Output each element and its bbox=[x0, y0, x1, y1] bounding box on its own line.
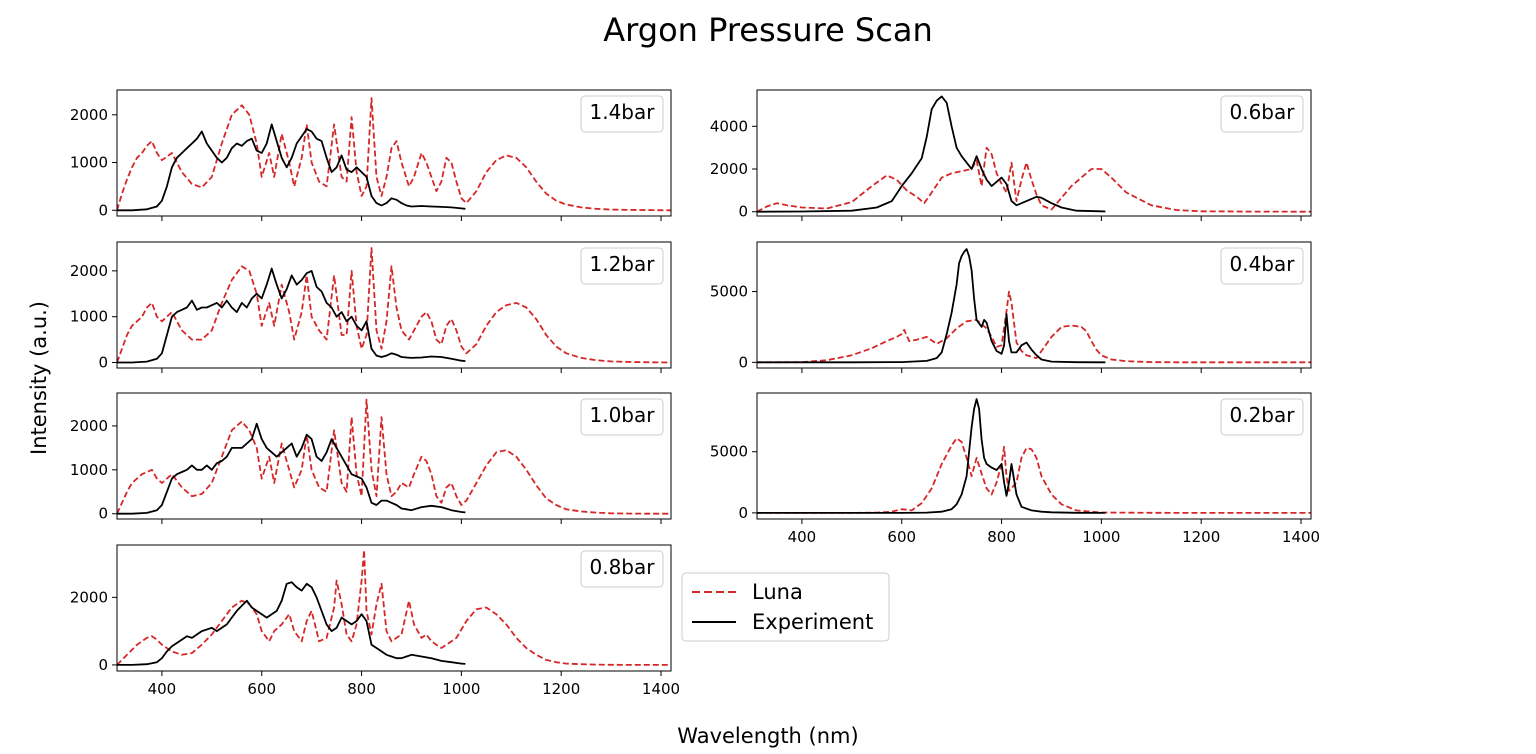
y-tick-label: 1000 bbox=[70, 308, 108, 326]
panel-label-box bbox=[1220, 247, 1304, 285]
plot-area bbox=[117, 393, 671, 519]
x-tick-label: 800 bbox=[347, 680, 376, 698]
y-axis-label: Intensity (a.u.) bbox=[27, 301, 51, 455]
axes-frame bbox=[116, 544, 672, 672]
panel-label-box bbox=[1220, 398, 1304, 436]
series-line-experiment bbox=[117, 123, 466, 212]
plot-area bbox=[117, 242, 671, 368]
axes-frame bbox=[756, 89, 1312, 217]
x-tick-label: 800 bbox=[987, 528, 1016, 546]
y-tick-label: 5000 bbox=[710, 283, 748, 301]
panel-label-box bbox=[580, 95, 664, 133]
x-tick-label: 400 bbox=[148, 680, 177, 698]
y-tick-label: 2000 bbox=[70, 588, 108, 606]
series-group bbox=[117, 247, 671, 364]
series-line-luna bbox=[117, 549, 671, 666]
series-line-experiment bbox=[117, 422, 466, 515]
series-group bbox=[117, 97, 671, 212]
figure-title: Argon Pressure Scan bbox=[603, 11, 932, 49]
series-group bbox=[757, 398, 1311, 514]
panel-label-box bbox=[1220, 95, 1304, 133]
series-group bbox=[117, 398, 671, 515]
panel-label: 0.4bar bbox=[1230, 252, 1296, 276]
axes-frame bbox=[116, 392, 672, 520]
series-line-experiment bbox=[757, 248, 1106, 364]
series-line-luna bbox=[757, 437, 1311, 514]
plot-area bbox=[757, 393, 1311, 519]
panel-label-box bbox=[580, 550, 664, 588]
x-tick-label: 1400 bbox=[1282, 528, 1320, 546]
subplot-0.8bar: 0 2000 400 600 800 1000 1200 1400 0.8bar bbox=[70, 544, 680, 698]
subplot-0.6bar: 0 2000 4000 0.6bar bbox=[710, 89, 1312, 221]
chart-legend: Luna Experiment bbox=[681, 572, 890, 642]
panel-label: 1.2bar bbox=[590, 252, 656, 276]
panel-label: 1.0bar bbox=[590, 403, 656, 427]
x-tick-label: 1200 bbox=[542, 680, 580, 698]
panel-label-box bbox=[580, 247, 664, 285]
series-group bbox=[117, 549, 671, 666]
x-tick-label: 1400 bbox=[642, 680, 680, 698]
y-tick-label: 5000 bbox=[710, 443, 748, 461]
panel-label: 0.2bar bbox=[1230, 403, 1296, 427]
series-line-experiment bbox=[757, 95, 1106, 213]
series-line-experiment bbox=[757, 398, 1106, 514]
legend-frame bbox=[681, 572, 890, 642]
axes-frame bbox=[756, 241, 1312, 369]
series-line-experiment bbox=[117, 267, 466, 364]
y-tick-label: 2000 bbox=[70, 262, 108, 280]
panel-label: 0.8bar bbox=[590, 555, 656, 579]
subplot-1.2bar: 0 1000 2000 1.2bar bbox=[70, 241, 672, 373]
series-line-luna bbox=[757, 146, 1311, 213]
y-tick-label: 0 bbox=[738, 353, 748, 371]
y-tick-label: 0 bbox=[738, 203, 748, 221]
plot-area bbox=[757, 90, 1311, 216]
x-tick-label: 600 bbox=[887, 528, 916, 546]
legend-label-experiment: Experiment bbox=[752, 610, 873, 634]
axes-frame bbox=[116, 241, 672, 369]
series-line-luna bbox=[117, 97, 671, 212]
y-tick-label: 4000 bbox=[710, 117, 748, 135]
y-tick-label: 0 bbox=[738, 504, 748, 522]
y-tick-label: 1000 bbox=[70, 461, 108, 479]
panel-label: 0.6bar bbox=[1230, 100, 1296, 124]
axes-frame bbox=[756, 392, 1312, 520]
x-tick-label: 1000 bbox=[442, 680, 480, 698]
legend-label-luna: Luna bbox=[752, 580, 803, 604]
series-line-luna bbox=[117, 247, 671, 364]
axes-frame bbox=[116, 89, 672, 217]
panel-label: 1.4bar bbox=[590, 100, 656, 124]
x-tick-label: 1200 bbox=[1182, 528, 1220, 546]
subplot-0.2bar: 0 5000 400 600 800 1000 1200 1400 0.2bar bbox=[710, 392, 1320, 546]
y-tick-label: 2000 bbox=[710, 160, 748, 178]
y-tick-label: 0 bbox=[98, 505, 108, 523]
y-tick-label: 0 bbox=[98, 354, 108, 372]
y-tick-label: 0 bbox=[98, 201, 108, 219]
y-tick-label: 2000 bbox=[70, 417, 108, 435]
series-line-experiment bbox=[117, 581, 466, 666]
series-group bbox=[757, 248, 1311, 364]
subplot-0.4bar: 0 5000 0.4bar bbox=[710, 241, 1312, 373]
x-tick-label: 600 bbox=[247, 680, 276, 698]
y-tick-label: 0 bbox=[98, 656, 108, 674]
plot-area bbox=[117, 545, 671, 671]
panel-label-box bbox=[580, 398, 664, 436]
x-tick-label: 400 bbox=[788, 528, 817, 546]
x-axis-label: Wavelength (nm) bbox=[677, 724, 858, 748]
subplot-1.0bar: 0 1000 2000 1.0bar bbox=[70, 392, 672, 524]
plot-area bbox=[117, 90, 671, 216]
x-tick-label: 1000 bbox=[1082, 528, 1120, 546]
series-line-luna bbox=[117, 398, 671, 515]
y-tick-label: 1000 bbox=[70, 154, 108, 172]
series-group bbox=[757, 95, 1311, 213]
subplot-1.4bar: 0 1000 2000 1.4bar bbox=[70, 89, 672, 221]
series-line-luna bbox=[757, 290, 1311, 364]
y-tick-label: 2000 bbox=[70, 106, 108, 124]
plot-area bbox=[757, 242, 1311, 368]
